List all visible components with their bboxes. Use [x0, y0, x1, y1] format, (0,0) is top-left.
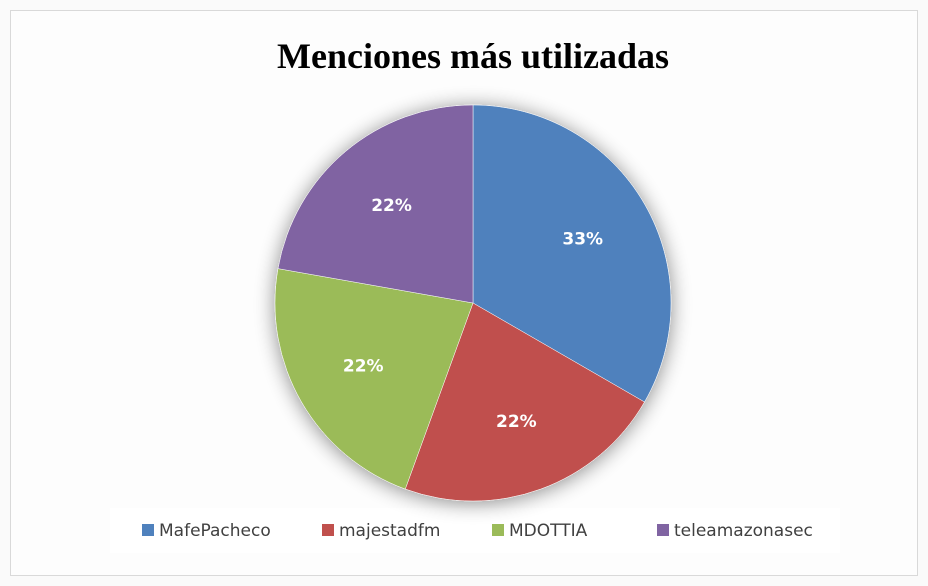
pie [274, 104, 672, 502]
legend-label: MafePacheco [159, 521, 271, 541]
data-label: 22% [343, 356, 384, 376]
legend-box [110, 508, 840, 553]
chart-title: Menciones más utilizadas [277, 36, 669, 76]
legend-label: majestadfm [339, 521, 440, 541]
data-label: 22% [371, 196, 412, 216]
data-label: 22% [496, 412, 537, 432]
pie-slice [472, 104, 672, 403]
legend-swatch [322, 524, 334, 536]
data-label: 33% [562, 230, 603, 250]
pie-slice [277, 104, 474, 304]
legend-swatch [657, 524, 669, 536]
legend-label: teleamazonasec [674, 521, 813, 541]
pie-slice [404, 302, 645, 502]
legend-label: MDOTTIA [509, 521, 588, 541]
legend-swatch [492, 524, 504, 536]
legend-swatch [142, 524, 154, 536]
pie-slice [274, 268, 474, 490]
